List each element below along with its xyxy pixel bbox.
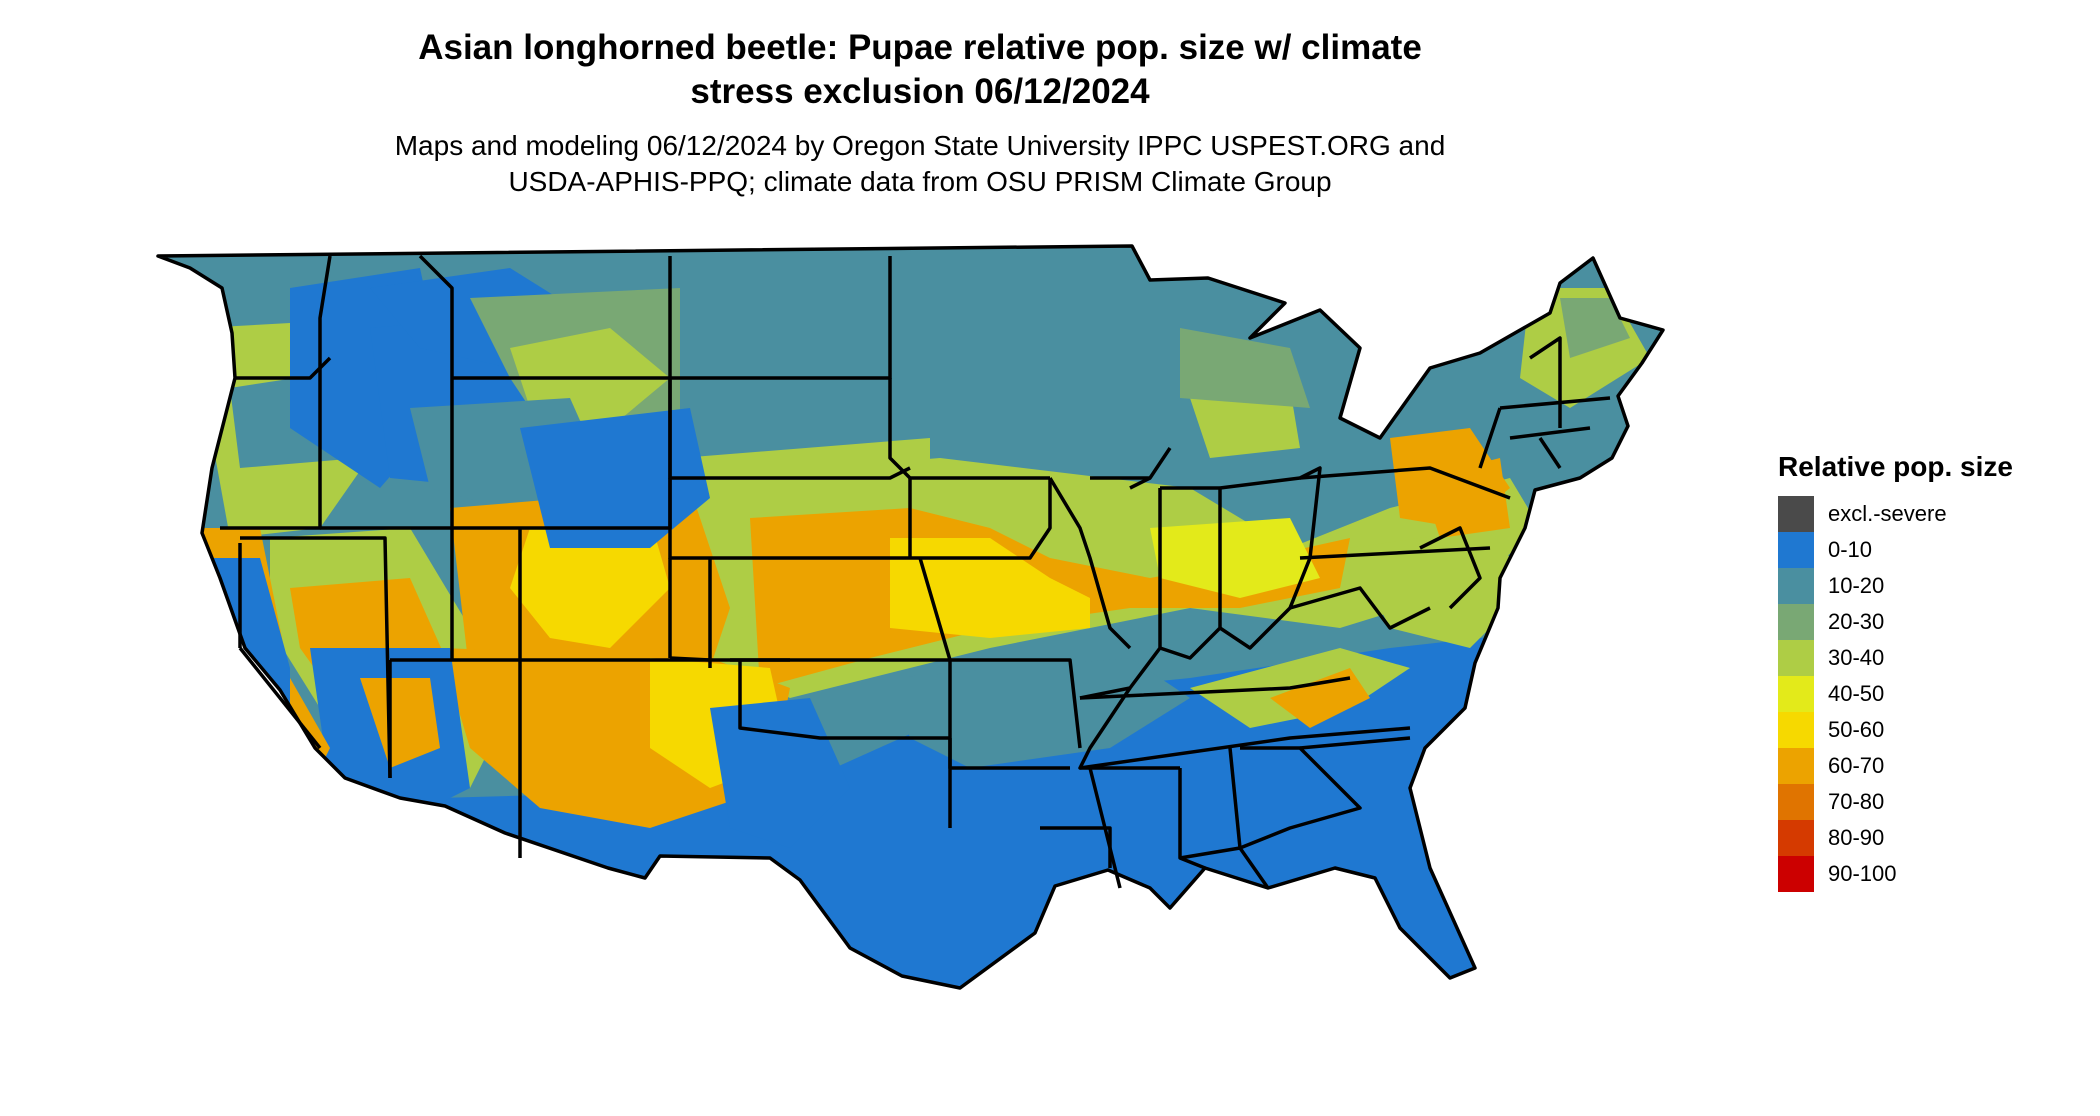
legend-label: excl.-severe — [1828, 501, 1947, 526]
legend-item-0-10: 0-10 — [1778, 532, 2078, 568]
legend-swatch — [1778, 676, 1814, 712]
legend-item-20-30: 20-30 — [1778, 604, 2078, 640]
map-subtitle: Maps and modeling 06/12/2024 by Oregon S… — [300, 128, 1540, 200]
title-line-2: stress exclusion 06/12/2024 — [690, 72, 1150, 111]
us-population-map — [156, 244, 1665, 990]
legend-swatch — [1778, 820, 1814, 856]
legend-item-10-20: 10-20 — [1778, 568, 2078, 604]
legend-item-40-50: 40-50 — [1778, 676, 2078, 712]
legend-item-60-70: 60-70 — [1778, 748, 2078, 784]
legend-swatch — [1778, 748, 1814, 784]
legend-swatch — [1778, 604, 1814, 640]
legend-item-70-80: 70-80 — [1778, 784, 2078, 820]
legend-label: 0-10 — [1828, 537, 1873, 562]
title-line-1: Asian longhorned beetle: Pupae relative … — [418, 28, 1422, 67]
legend-item-80-90: 80-90 — [1778, 820, 2078, 856]
subtitle-line-1: Maps and modeling 06/12/2024 by Oregon S… — [394, 130, 1446, 161]
legend-label: 30-40 — [1828, 645, 1885, 670]
legend-label: 10-20 — [1828, 573, 1885, 598]
legend-item-excl-severe: excl.-severe — [1778, 496, 2078, 532]
legend-item-50-60: 50-60 — [1778, 712, 2078, 748]
legend-swatch — [1778, 784, 1814, 820]
map-fill-regions — [158, 246, 1663, 988]
legend-label: 90-100 — [1828, 861, 1897, 886]
legend-item-30-40: 30-40 — [1778, 640, 2078, 676]
legend-label: 60-70 — [1828, 753, 1885, 778]
legend-label: 80-90 — [1828, 825, 1885, 850]
legend-swatch — [1778, 568, 1814, 604]
legend: Relative pop. size excl.-severe 0-10 10-… — [1778, 450, 2078, 892]
legend-swatch — [1778, 640, 1814, 676]
legend-swatch — [1778, 856, 1814, 892]
legend-swatch — [1778, 532, 1814, 568]
legend-label: 40-50 — [1828, 681, 1885, 706]
subtitle-line-2: USDA-APHIS-PPQ; climate data from OSU PR… — [508, 166, 1332, 197]
legend-label: 50-60 — [1828, 717, 1885, 742]
legend-swatch — [1778, 496, 1814, 532]
map-title: Asian longhorned beetle: Pupae relative … — [300, 26, 1540, 114]
legend-label: 70-80 — [1828, 789, 1885, 814]
legend-label: 20-30 — [1828, 609, 1885, 634]
legend-swatch — [1778, 712, 1814, 748]
legend-items: excl.-severe 0-10 10-20 20-30 30-40 40-5… — [1778, 496, 2078, 892]
state-boundaries — [156, 244, 1665, 990]
legend-item-90-100: 90-100 — [1778, 856, 2078, 892]
legend-title: Relative pop. size — [1778, 451, 2013, 482]
